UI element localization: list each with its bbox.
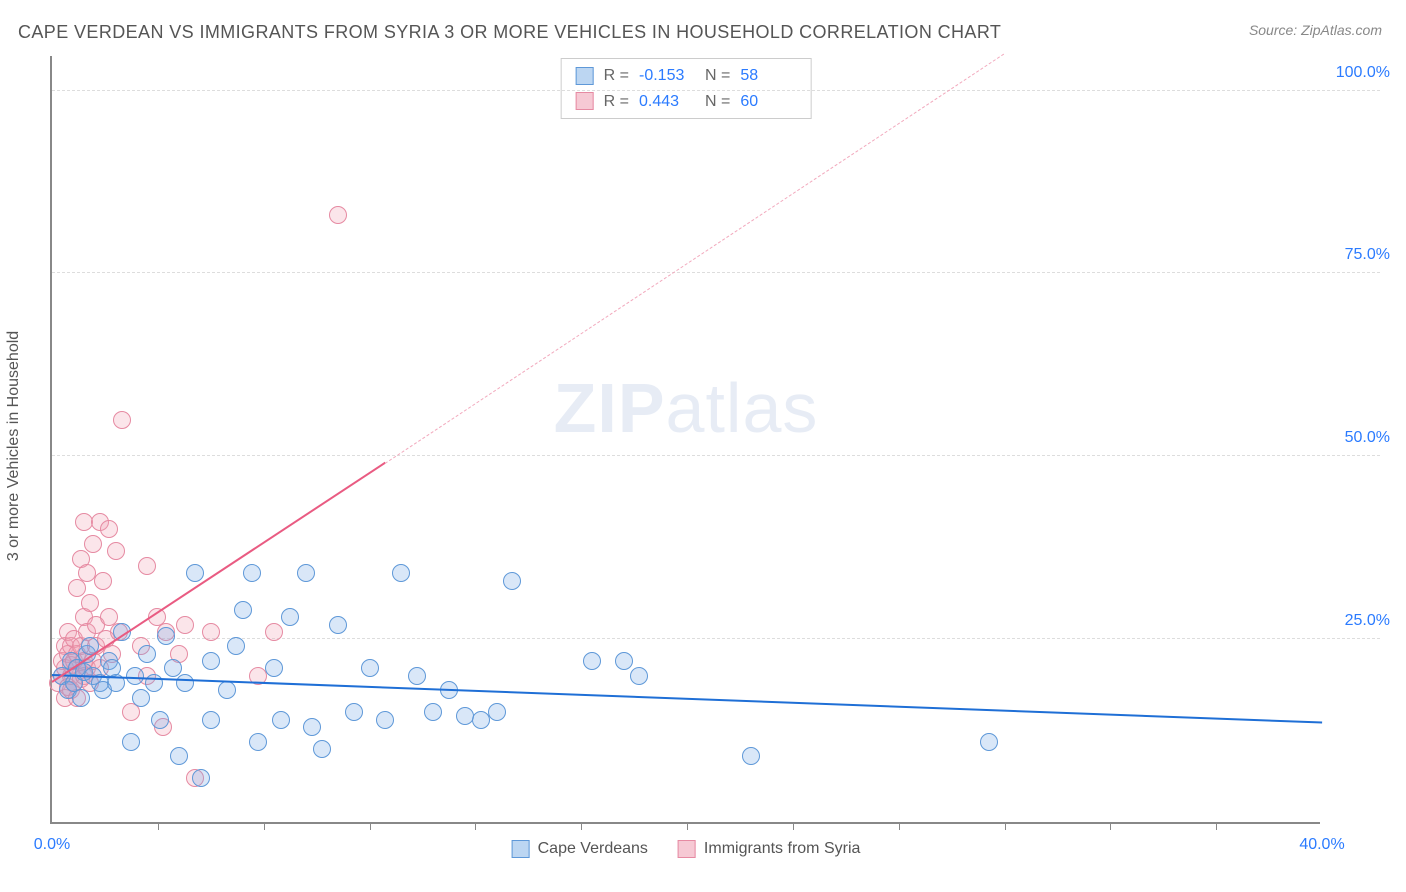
xtick-minor xyxy=(1216,822,1217,830)
legend-swatch-syria xyxy=(678,840,696,858)
xtick-minor xyxy=(370,822,371,830)
xtick-minor xyxy=(475,822,476,830)
xtick-minor xyxy=(687,822,688,830)
legend-label-capeverdean: Cape Verdeans xyxy=(538,840,648,858)
swatch-capeverdean xyxy=(576,67,594,85)
xtick-minor xyxy=(899,822,900,830)
chart-title: CAPE VERDEAN VS IMMIGRANTS FROM SYRIA 3 … xyxy=(18,22,1001,43)
scatter-point xyxy=(176,674,194,692)
scatter-point xyxy=(408,667,426,685)
scatter-point xyxy=(329,206,347,224)
scatter-point xyxy=(202,711,220,729)
trend-line xyxy=(52,674,1322,724)
scatter-point xyxy=(170,747,188,765)
scatter-point xyxy=(138,557,156,575)
source-attribution: Source: ZipAtlas.com xyxy=(1249,22,1382,38)
scatter-point xyxy=(503,572,521,590)
stats-row-syria: R = 0.443 N = 60 xyxy=(576,89,797,115)
legend-label-syria: Immigrants from Syria xyxy=(704,840,860,858)
xtick-minor xyxy=(264,822,265,830)
xtick-label: 0.0% xyxy=(34,836,70,854)
scatter-point xyxy=(218,681,236,699)
scatter-point xyxy=(151,711,169,729)
xtick-minor xyxy=(1005,822,1006,830)
scatter-point xyxy=(192,769,210,787)
legend-item-syria: Immigrants from Syria xyxy=(678,840,860,858)
scatter-point xyxy=(94,572,112,590)
stats-r-label: R = xyxy=(604,89,629,115)
stats-n-value-1: 60 xyxy=(740,89,796,115)
scatter-point xyxy=(126,667,144,685)
watermark: ZIPatlas xyxy=(554,368,819,448)
stats-r-label: R = xyxy=(604,63,629,89)
scatter-point xyxy=(265,623,283,641)
scatter-point xyxy=(100,520,118,538)
scatter-point xyxy=(234,601,252,619)
scatter-point xyxy=(424,703,442,721)
watermark-atlas: atlas xyxy=(666,369,819,447)
ytick-label: 100.0% xyxy=(1336,64,1390,82)
scatter-point xyxy=(113,411,131,429)
stats-n-value-0: 58 xyxy=(740,63,796,89)
scatter-point xyxy=(202,652,220,670)
scatter-point xyxy=(980,733,998,751)
scatter-point xyxy=(742,747,760,765)
scatter-point xyxy=(392,564,410,582)
legend-swatch-capeverdean xyxy=(512,840,530,858)
plot-area: ZIPatlas R = -0.153 N = 58 R = 0.443 N =… xyxy=(50,56,1320,824)
scatter-point xyxy=(297,564,315,582)
ytick-label: 75.0% xyxy=(1345,246,1390,264)
scatter-point xyxy=(329,616,347,634)
scatter-point xyxy=(122,733,140,751)
xtick-minor xyxy=(1110,822,1111,830)
scatter-point xyxy=(107,542,125,560)
gridline-h xyxy=(52,272,1380,273)
scatter-point xyxy=(345,703,363,721)
xtick-minor xyxy=(793,822,794,830)
scatter-point xyxy=(243,564,261,582)
scatter-point xyxy=(249,733,267,751)
scatter-point xyxy=(84,535,102,553)
stats-n-label: N = xyxy=(705,89,730,115)
xtick-label: 40.0% xyxy=(1299,836,1344,854)
scatter-point xyxy=(272,711,290,729)
scatter-point xyxy=(303,718,321,736)
scatter-point xyxy=(176,616,194,634)
scatter-point xyxy=(281,608,299,626)
scatter-point xyxy=(630,667,648,685)
scatter-point xyxy=(138,645,156,663)
gridline-h xyxy=(52,455,1380,456)
scatter-point xyxy=(265,659,283,677)
gridline-h xyxy=(52,638,1380,639)
scatter-point xyxy=(376,711,394,729)
scatter-point xyxy=(202,623,220,641)
stats-r-value-0: -0.153 xyxy=(639,63,695,89)
scatter-point xyxy=(132,689,150,707)
legend-bottom: Cape Verdeans Immigrants from Syria xyxy=(512,840,861,858)
scatter-point xyxy=(157,627,175,645)
scatter-point xyxy=(227,637,245,655)
ytick-label: 50.0% xyxy=(1345,429,1390,447)
scatter-point xyxy=(615,652,633,670)
ytick-label: 25.0% xyxy=(1345,612,1390,630)
swatch-syria xyxy=(576,92,594,110)
stats-n-label: N = xyxy=(705,63,730,89)
scatter-point xyxy=(361,659,379,677)
y-axis-label: 3 or more Vehicles in Household xyxy=(5,331,23,561)
watermark-zip: ZIP xyxy=(554,369,666,447)
scatter-point xyxy=(313,740,331,758)
scatter-point xyxy=(488,703,506,721)
scatter-point xyxy=(186,564,204,582)
stats-row-capeverdean: R = -0.153 N = 58 xyxy=(576,63,797,89)
legend-item-capeverdean: Cape Verdeans xyxy=(512,840,648,858)
gridline-h xyxy=(52,90,1380,91)
xtick-minor xyxy=(158,822,159,830)
stats-r-value-1: 0.443 xyxy=(639,89,695,115)
scatter-point xyxy=(164,659,182,677)
scatter-point xyxy=(72,689,90,707)
scatter-point xyxy=(81,594,99,612)
xtick-minor xyxy=(581,822,582,830)
scatter-point xyxy=(583,652,601,670)
